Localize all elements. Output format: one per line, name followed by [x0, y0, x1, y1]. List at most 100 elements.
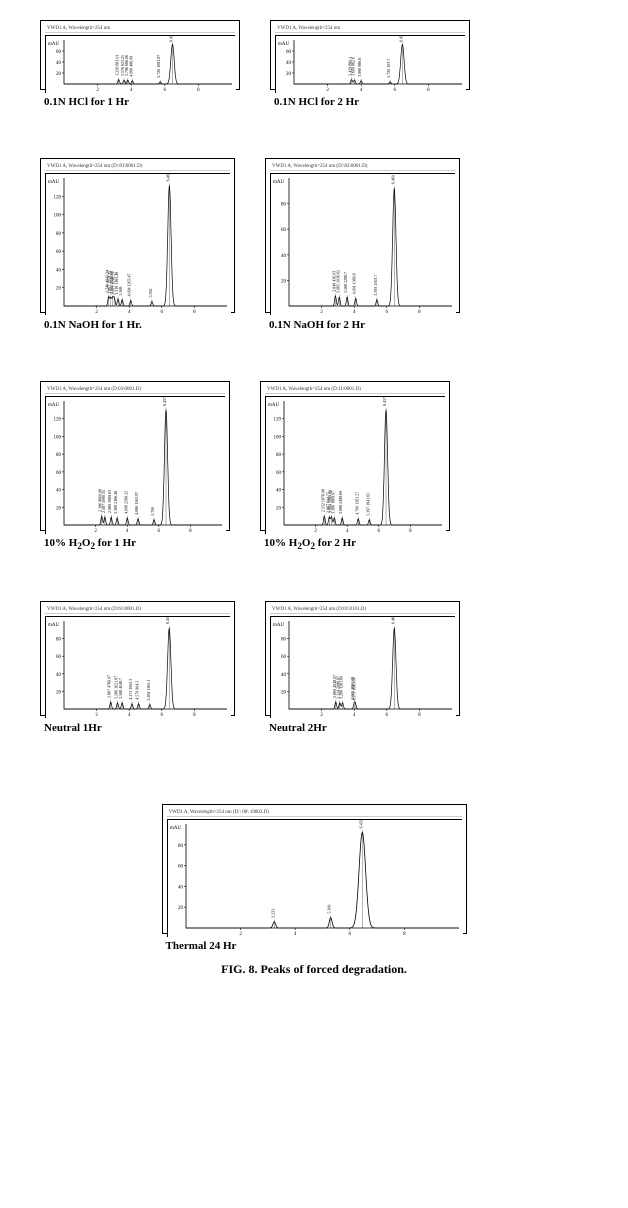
chart-box: VWD1 A, Wavelength=254 nmmAU20406024683.… — [40, 20, 240, 90]
svg-text:5.700: 5.700 — [150, 507, 155, 516]
svg-text:40: 40 — [56, 489, 62, 494]
svg-text:40: 40 — [286, 61, 292, 66]
panel-caption: Neutral 1Hr — [44, 722, 235, 734]
panel-caption: 0.1N HCl for 1 Hr — [44, 96, 240, 108]
svg-text:100: 100 — [54, 435, 62, 440]
chart-header: VWD1 A, Wavelength=254 nm — [275, 25, 465, 33]
svg-text:4.008 2566.32: 4.008 2566.32 — [123, 491, 128, 514]
chart-header: VWD1 A, Wavelength=254 nm (D:11\0001.D) — [265, 386, 445, 394]
svg-text:40: 40 — [281, 673, 287, 678]
svg-text:6.461 MEFO: 6.461 MEFO — [390, 617, 395, 624]
chart-box: VWD1 A, Wavelength=254 nm (D:\02\0001.D)… — [265, 158, 460, 313]
chart-row: VWD1 A, Wavelength=254 nm (D:61\0001.D)m… — [40, 601, 588, 734]
svg-text:6.457 MEFO: 6.457 MEFO — [382, 397, 387, 406]
svg-text:60: 60 — [281, 228, 287, 233]
panel-caption: 10% H2O2 for 2 Hr — [264, 537, 450, 551]
svg-text:20: 20 — [281, 279, 287, 284]
chart-panel: VWD1 A, Wavelength=254 nm (D:11\0001.D) m… — [260, 381, 450, 551]
svg-text:4.079 1045.09: 4.079 1045.09 — [351, 678, 356, 701]
chart-plot-area: mAU2040608010012024682.740 4945.242.867 … — [45, 173, 230, 315]
chart-row: VWD1 A, Wavelength=254 nm (D:03\0001.D) m… — [40, 381, 588, 551]
chart-plot-area: mAU20406024683.429 880.13.600 862.63.996… — [275, 35, 465, 93]
figure-caption: FIG. 8. Peaks of forced degradation. — [40, 962, 588, 977]
chromatogram-chart: mAU2040608024682.869 4048.073.114 2086.8… — [271, 617, 456, 719]
chart-box: VWD1 A, Wavelength=254 nm (D:\ 08\ 10802… — [162, 804, 467, 934]
panel-caption: 0.1N HCl for 2 Hr — [274, 96, 470, 108]
figure-container: VWD1 A, Wavelength=254 nm mAU20406024683.… — [40, 20, 588, 977]
chart-plot-area: mAU20406024683.256 881.013.576 623.253.7… — [45, 35, 235, 93]
svg-text:3.600 862.6: 3.600 862.6 — [350, 57, 355, 76]
svg-text:100: 100 — [54, 214, 62, 219]
svg-text:4.686 1563.97: 4.686 1563.97 — [134, 492, 139, 515]
panel-caption: 10% H2O2 for 1 Hr — [44, 537, 230, 551]
chart-plot-area: mAU2040608024682.867 4780.073.286 1021.8… — [45, 616, 230, 718]
chart-plot-area: mAU2040608010012024682.386 9669.982.587 … — [45, 396, 225, 534]
svg-text:100: 100 — [274, 435, 282, 440]
chart-box: VWD1 A, Wavelength=254 nm (D:11\0001.D) m… — [260, 381, 450, 531]
svg-text:40: 40 — [178, 886, 184, 891]
svg-text:60: 60 — [56, 471, 62, 476]
svg-text:4.579 904.5: 4.579 904.5 — [135, 681, 140, 700]
chart-header: VWD1 A, Wavelength=254 nm (D:01\0101.D) — [270, 606, 455, 614]
chart-panel: VWD1 A, Wavelength=254 nmmAU20406024683.… — [270, 20, 470, 108]
chart-row: VWD1 A, Wavelength=254 nm mAU20406024683.… — [40, 20, 588, 108]
svg-text:40: 40 — [56, 268, 62, 273]
chart-row: VWD1 A, Wavelength=254 nm (D:\ 08\ 10802… — [40, 804, 588, 952]
svg-text:4.173 1005.3: 4.173 1005.3 — [128, 679, 133, 700]
svg-text:60: 60 — [286, 50, 292, 55]
svg-text:4.091 1366.8: 4.091 1366.8 — [352, 273, 357, 294]
svg-text:120: 120 — [54, 195, 62, 200]
svg-text:6.457 MEFO: 6.457 MEFO — [165, 617, 170, 624]
chart-header: VWD1 A, Wavelength=254 nm (D:\02\0001.D) — [270, 163, 455, 171]
svg-text:5.720 103.7: 5.720 103.7 — [386, 59, 391, 78]
svg-text:80: 80 — [56, 232, 62, 237]
chart-panel: VWD1 A, Wavelength=254 nm (D:61\0001.D)m… — [40, 601, 235, 734]
svg-text:4.066 486.09: 4.066 486.09 — [128, 56, 133, 77]
svg-text:20: 20 — [178, 906, 184, 911]
svg-text:5.392: 5.392 — [148, 288, 153, 297]
svg-text:3.368 2166.48: 3.368 2166.48 — [113, 491, 118, 514]
chart-header: VWD1 A, Wavelength=254 nm (D:03\0001.D) — [45, 386, 225, 394]
svg-text:60: 60 — [276, 471, 282, 476]
chromatogram-chart: mAU2040608024682.867 4780.073.286 1021.8… — [46, 617, 231, 719]
chart-box: VWD1 A, Wavelength=254 nm (D:\01\0001.D)… — [40, 158, 235, 313]
svg-text:40: 40 — [281, 254, 287, 259]
svg-text:60: 60 — [56, 250, 62, 255]
chromatogram-chart: mAU2040608024683.2335.3006.459 — [168, 820, 463, 938]
svg-text:4.700 1561.27: 4.700 1561.27 — [354, 492, 359, 515]
svg-text:20: 20 — [56, 691, 62, 696]
svg-text:20: 20 — [281, 691, 287, 696]
svg-text:mAU: mAU — [48, 180, 60, 185]
svg-text:80: 80 — [56, 453, 62, 458]
chromatogram-chart: mAU2040608010012024682.386 9669.982.587 … — [46, 397, 226, 535]
chart-plot-area: mAU2040608010012024682.552 1878.082.867 … — [265, 396, 445, 534]
svg-text:3.085 1036.62: 3.085 1036.62 — [335, 270, 340, 293]
chart-row: VWD1 A, Wavelength=254 nm (D:\01\0001.D)… — [40, 158, 588, 331]
svg-text:6.466 MEDIAGMOL: 6.466 MEDIAGMOL — [165, 174, 170, 181]
chromatogram-chart: mAU20406024683.429 880.13.600 862.63.996… — [276, 36, 466, 94]
svg-text:3.233: 3.233 — [270, 909, 275, 918]
svg-text:3.568: 3.568 — [118, 287, 123, 296]
svg-text:mAU: mAU — [273, 623, 285, 628]
svg-text:5.726 1063.87: 5.726 1063.87 — [156, 55, 161, 78]
chart-panel: VWD1 A, Wavelength=254 nmmAU20406024683.… — [40, 20, 240, 108]
svg-text:mAU: mAU — [268, 403, 280, 408]
svg-text:6.457 MEDIAGMOL: 6.457 MEDIAGMOL — [162, 397, 167, 406]
chart-panel: VWD1 A, Wavelength=254 nm (D:\ 08\ 10802… — [162, 804, 467, 952]
chart-panel: VWD1 A, Wavelength=254 nm (D:01\0101.D) m… — [265, 601, 460, 734]
chart-header: VWD1 A, Wavelength=254 nm (D:\ 08\ 10802… — [167, 809, 462, 817]
chart-panel: VWD1 A, Wavelength=254 nm (D:\01\0001.D)… — [40, 158, 235, 331]
svg-text:20: 20 — [286, 72, 292, 77]
chart-box: VWD1 A, Wavelength=254 nmmAU20406024683.… — [270, 20, 470, 90]
svg-text:mAU: mAU — [273, 180, 285, 185]
svg-text:3.686 2498.69: 3.686 2498.69 — [338, 491, 343, 514]
svg-text:20: 20 — [276, 506, 282, 511]
svg-text:20: 20 — [56, 72, 62, 77]
svg-text:mAU: mAU — [48, 623, 60, 628]
svg-text:80: 80 — [281, 203, 287, 208]
panel-caption: Neutral 2Hr — [269, 722, 460, 734]
svg-text:3.286 1581.60: 3.286 1581.60 — [339, 676, 344, 699]
svg-text:mAU: mAU — [170, 826, 182, 831]
chart-box: VWD1 A, Wavelength=254 nm (D:01\0101.D) m… — [265, 601, 460, 716]
chart-header: VWD1 A, Wavelength=254 nm (D:\01\0001.D) — [45, 163, 230, 171]
